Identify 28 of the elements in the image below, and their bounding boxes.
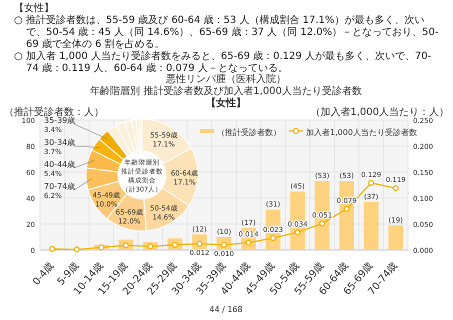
bar	[364, 202, 379, 250]
slice-label: 40-44歳	[44, 160, 76, 169]
bar	[388, 225, 404, 250]
point	[49, 246, 56, 252]
point	[319, 220, 326, 227]
legend-label: 加入者1,000人当たり受診者数	[306, 128, 417, 137]
point	[392, 185, 399, 192]
slice-label: 70-74歳	[44, 182, 76, 191]
chart-title: 悪性リンパ腫（医科入院）	[165, 73, 286, 85]
text: 44 / 168	[209, 305, 243, 314]
text: ○ 推計受診者数は、55-59 歳及び 60-64 歳：53 人（構成割合 17.1%）が最も多く、次いで、50-54 歳：45 人（同 14.6%）、65-69 歳：37 人（同 12.0%）－となっており、50-69 歳で全体の 6 割を占める。	[14, 15, 440, 50]
text: ○ 加入者 1,000 人当たり受診者数をみると、65-69 歳：0.129 人が最も多く、次いで、70-74 歳：0.119 人、60-64 歳：0.079 人－となっている。	[14, 51, 432, 74]
point	[245, 240, 252, 246]
point	[344, 206, 350, 212]
text: 【女性】	[206, 97, 246, 109]
y-axis-title: （推計受診者数：人）	[4, 106, 104, 118]
point	[368, 180, 374, 186]
point	[270, 234, 276, 242]
point	[98, 244, 104, 250]
slice-label: 30-34歳	[44, 138, 76, 147]
x-tick-label: 0-4歳	[30, 260, 56, 288]
slice-label: 35-39歳	[44, 116, 76, 125]
chart-subtitle: 年齢階層別 推計受診者数及び加入者1,000人当たり受診者数	[90, 85, 362, 97]
legend-label: （推計受診者数）	[217, 128, 281, 137]
text: 【女性】	[14, 3, 55, 14]
y2-axis-title: （加入者1,000人当たり：人）	[310, 106, 449, 118]
point	[294, 229, 301, 236]
point	[74, 246, 80, 253]
